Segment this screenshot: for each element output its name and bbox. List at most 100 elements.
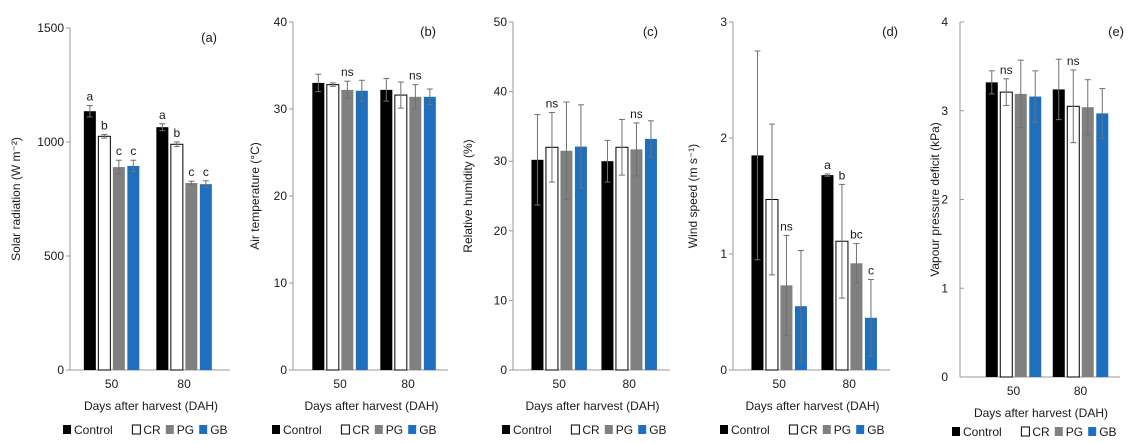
y-tick-label: 40 <box>274 15 288 29</box>
bar <box>574 146 587 370</box>
significance-label: ns <box>409 69 422 83</box>
bar <box>326 84 340 371</box>
x-tick-label: 50 <box>773 377 787 391</box>
bar <box>156 127 169 371</box>
chart-panel: 0 1 2 3 4 Vapour pressure deficit (kPa) (e) ns 5… <box>928 15 1124 439</box>
bar <box>170 143 184 371</box>
legend-swatch <box>952 427 960 436</box>
bar <box>531 159 544 370</box>
legend-swatch <box>1020 426 1030 437</box>
bar <box>423 96 436 370</box>
bar <box>83 111 96 370</box>
bar <box>199 184 212 370</box>
y-tick-label: 0 <box>720 363 727 377</box>
significance-label: c <box>188 165 194 179</box>
y-tick-label: 500 <box>44 249 64 263</box>
panel-label: (a) <box>201 30 217 45</box>
x-axis-label: Days after harvest (DAH) <box>974 406 1108 420</box>
legend-swatch <box>788 424 798 435</box>
significance-label: b <box>174 126 181 140</box>
legend-swatch <box>822 425 831 434</box>
bar <box>1014 93 1027 377</box>
legend-label: Control <box>513 423 552 437</box>
y-tick-label: 10 <box>274 276 288 290</box>
x-tick-label: 80 <box>1074 384 1088 398</box>
chart-panel: 0 10 20 30 40 50 Relative humidity (%) (c) ns 50 n… <box>461 15 670 437</box>
legend: Control CR PG GB <box>63 423 228 437</box>
bar <box>751 155 764 370</box>
panel-label: (e) <box>1108 24 1124 39</box>
legend-label: GB <box>210 423 227 437</box>
bar <box>380 89 393 371</box>
y-tick-label: 0 <box>57 363 64 377</box>
y-tick-label: 3 <box>941 104 948 118</box>
legend-swatch <box>1088 427 1097 436</box>
y-axis-label: Relative humidity (%) <box>461 139 475 252</box>
y-tick-label: 0 <box>941 370 948 384</box>
bar <box>1066 105 1080 378</box>
y-tick-label: 10 <box>494 293 508 307</box>
legend-label: GB <box>419 423 436 437</box>
legend-swatch <box>1054 427 1063 436</box>
x-tick-label: 50 <box>1007 384 1021 398</box>
legend: Control CR PG GB <box>272 423 437 437</box>
bar <box>1029 96 1042 378</box>
significance-label: c <box>203 165 209 179</box>
bar <box>312 82 325 371</box>
bar <box>97 135 111 371</box>
legend-swatch <box>856 425 865 434</box>
significance-label: ns <box>1000 63 1013 77</box>
y-tick-label: 30 <box>274 102 288 116</box>
chart-panel: 0 1 2 3 Wind speed (m s⁻¹) (d) ns 50 ab bc c 80 Days… <box>686 15 898 437</box>
significance-label: b <box>839 168 846 182</box>
y-tick-label: 50 <box>494 15 508 29</box>
bar <box>644 138 657 370</box>
x-tick-label: 80 <box>177 377 191 391</box>
legend-label: CR <box>800 423 818 437</box>
y-tick-label: 2 <box>720 131 727 145</box>
x-axis-label: Days after harvest (DAH) <box>304 399 438 413</box>
bar <box>127 165 140 370</box>
legend-label: CR <box>1032 425 1050 439</box>
significance-label: c <box>116 144 122 158</box>
legend: Control CR PG GB <box>720 423 885 437</box>
legend-label: PG <box>386 423 403 437</box>
legend-label: Control <box>283 423 322 437</box>
legend-label: PG <box>834 423 851 437</box>
y-tick-label: 1 <box>720 247 727 261</box>
significance-label: c <box>130 144 136 158</box>
x-axis-label: Days after harvest (DAH) <box>525 399 659 413</box>
x-tick-label: 50 <box>105 377 119 391</box>
legend-swatch <box>604 425 613 434</box>
x-tick-label: 80 <box>623 377 637 391</box>
y-tick-label: 20 <box>274 189 288 203</box>
bar <box>1052 89 1065 377</box>
legend-swatch <box>638 425 647 434</box>
x-tick-label: 50 <box>333 377 347 391</box>
legend-swatch <box>570 424 580 435</box>
legend-label: PG <box>616 423 633 437</box>
legend-swatch <box>165 425 174 434</box>
y-tick-label: 1000 <box>37 135 64 149</box>
bar <box>560 150 573 370</box>
bar <box>821 175 834 370</box>
x-axis-label: Days after harvest (DAH) <box>745 399 879 413</box>
significance-label: ns <box>1067 54 1080 68</box>
legend-label: Control <box>731 423 770 437</box>
y-tick-label: 1500 <box>37 21 64 35</box>
x-tick-label: 50 <box>553 377 567 391</box>
significance-label: ns <box>630 107 643 121</box>
legend-label: GB <box>649 423 666 437</box>
bar <box>341 89 354 371</box>
y-tick-label: 2 <box>941 193 948 207</box>
y-tick-label: 30 <box>494 154 508 168</box>
y-tick-label: 3 <box>720 15 727 29</box>
legend-swatch <box>340 424 350 435</box>
legend-label: Control <box>963 425 1002 439</box>
bar <box>185 183 198 370</box>
y-axis-label: Wind speed (m s⁻¹) <box>686 144 700 248</box>
significance-label: ns <box>780 219 793 233</box>
significance-label: ns <box>341 65 354 79</box>
bar <box>112 167 125 370</box>
